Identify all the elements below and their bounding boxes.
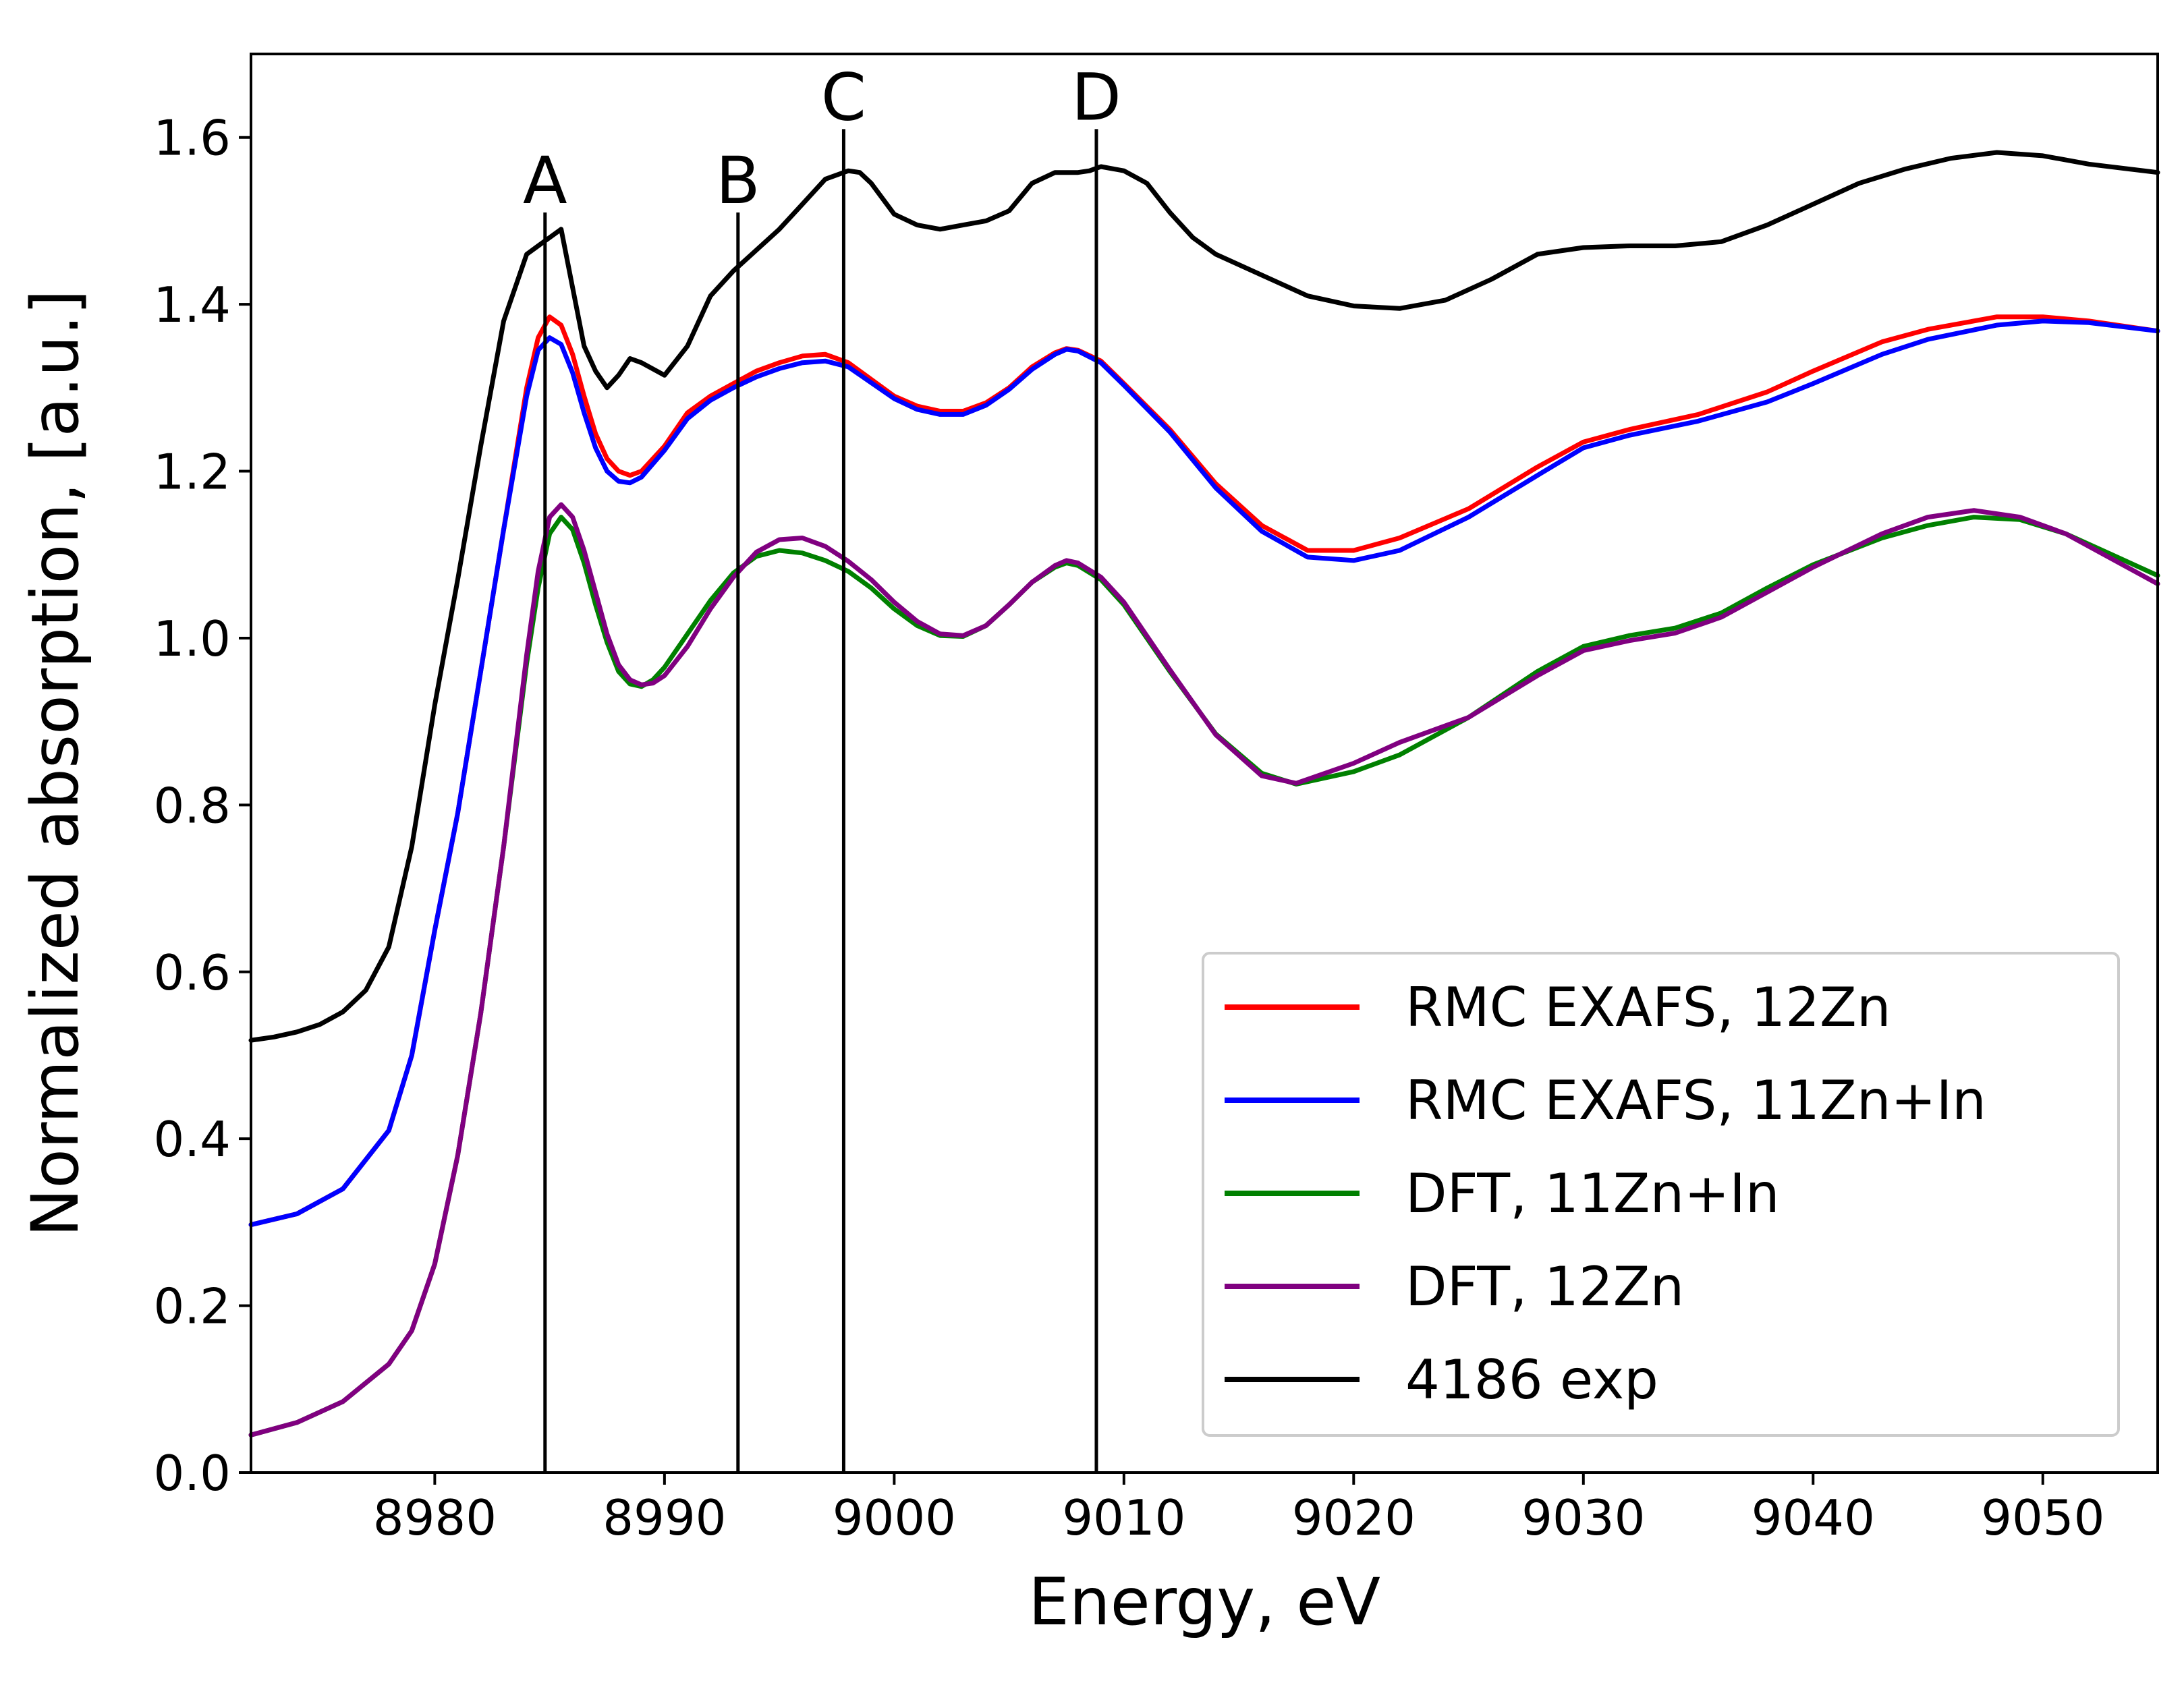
y-tick-label: 1.2 <box>153 444 231 501</box>
marker-layer: A BC D <box>523 59 1121 1473</box>
y-tick-label: 1.4 <box>153 277 231 333</box>
y-tick-label: 0.6 <box>153 944 231 1001</box>
x-tick-label: 8990 <box>603 1489 726 1546</box>
x-tick-label: 9050 <box>1981 1489 2104 1546</box>
x-axis-title: Energy, eV <box>1028 1564 1380 1640</box>
y-axis-ticks: 0.0 0.2 0.4 0.6 0.8 1.0 1.2 1.4 1.6 <box>153 110 251 1502</box>
marker-label-c: C <box>821 59 866 135</box>
x-tick-label: 8980 <box>373 1489 497 1546</box>
legend-label-5: 4186 exp <box>1405 1348 1658 1411</box>
legend-box <box>1202 952 2120 1437</box>
y-tick-label: 0.2 <box>153 1278 231 1335</box>
x-tick-label: 9010 <box>1062 1489 1185 1546</box>
y-tick-label: 0.0 <box>153 1445 231 1502</box>
marker-label-a: A <box>523 143 567 219</box>
x-tick-label: 9020 <box>1292 1489 1416 1546</box>
plot-frame <box>250 53 2159 1474</box>
x-tick-label: 9030 <box>1521 1489 1645 1546</box>
y-tick-label: 0.4 <box>153 1111 231 1168</box>
marker-label-d: D <box>1071 59 1121 135</box>
legend-label-2: RMC EXAFS, 11Zn+In <box>1405 1069 1986 1132</box>
legend-label-4: DFT, 12Zn <box>1405 1255 1684 1318</box>
legend-label-1: RMC EXAFS, 12Zn <box>1405 976 1891 1039</box>
y-axis-title: Normalized absorption, [a.u.] <box>18 289 93 1236</box>
legend-label-3: DFT, 11Zn+In <box>1405 1162 1780 1225</box>
series-line-5 <box>248 150 2160 1043</box>
legend: RMC EXAFS, 12Zn RMC EXAFS, 11Zn+In DFT, 11… <box>1202 952 2120 1437</box>
y-tick-label: 1.6 <box>153 110 231 167</box>
x-tick-label: 9040 <box>1752 1489 1875 1546</box>
y-tick-label: 0.8 <box>153 777 231 834</box>
x-tick-label: 9000 <box>833 1489 956 1546</box>
marker-label-b: B <box>716 143 760 219</box>
series-line-2 <box>248 318 2160 1228</box>
y-tick-label: 1.0 <box>153 610 231 667</box>
x-axis-ticks: 8980 8990 9000 9010 9020 9030 9040 9050 <box>373 1473 2104 1546</box>
